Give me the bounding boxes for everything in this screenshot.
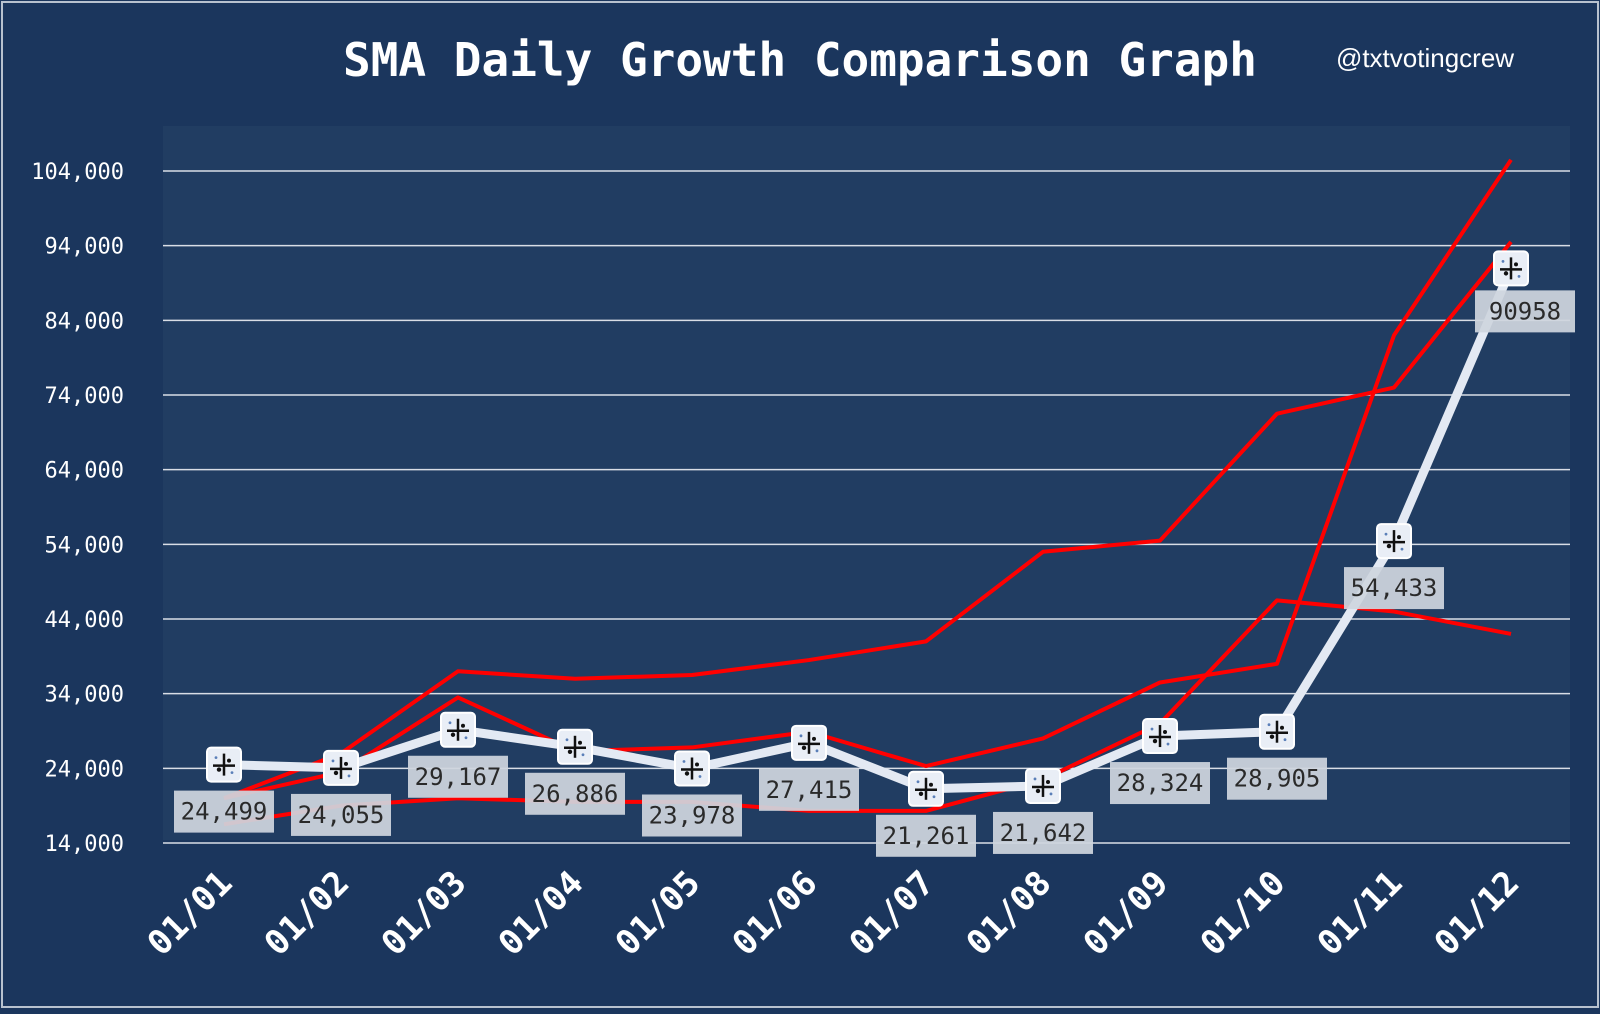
logo-marker-icon <box>323 749 359 786</box>
logo-marker-icon <box>674 750 710 787</box>
data-label-text: 21,261 <box>883 822 970 850</box>
data-label: 21,642 <box>993 811 1093 854</box>
highlight-series <box>206 250 1529 807</box>
y-tick-label: 64,000 <box>45 459 124 484</box>
highlight-line <box>223 266 1516 794</box>
logo-marker-icon <box>1376 523 1412 560</box>
logo-marker-icon <box>206 746 242 783</box>
data-label-text: 54,433 <box>1351 574 1438 602</box>
logo-marker-icon <box>791 724 827 761</box>
data-label: 28,324 <box>1110 762 1210 805</box>
data-label: 28,905 <box>1227 757 1327 800</box>
author-handle: @txtvotingcrew <box>1336 43 1514 73</box>
data-label: 26,886 <box>525 772 625 815</box>
data-label: 24,499 <box>174 790 274 833</box>
logo-marker-icon <box>1259 713 1295 750</box>
y-tick-label: 34,000 <box>45 683 124 708</box>
data-label-text: 24,499 <box>181 798 268 826</box>
y-tick-label: 84,000 <box>45 309 124 334</box>
y-tick-label: 14,000 <box>45 832 124 857</box>
comparison-line-1 <box>223 240 1513 801</box>
comparison-line-2 <box>223 158 1513 801</box>
data-label: 24,055 <box>291 793 391 836</box>
data-label: 54,433 <box>1344 567 1444 610</box>
y-tick-label: 54,000 <box>45 533 124 558</box>
y-axis-ticks: 14,000 24,000 34,000 44,000 54,000 64,000 74,0… <box>31 160 124 857</box>
logo-marker-icon <box>440 711 476 748</box>
logo-marker-icon <box>1025 767 1061 804</box>
data-label-text: 28,905 <box>1234 765 1321 793</box>
data-label-text: 27,415 <box>766 776 853 804</box>
data-label-text: 28,324 <box>1117 769 1204 797</box>
data-label-text: 26,886 <box>532 780 619 808</box>
logo-marker-icon <box>908 770 944 807</box>
logo-marker-icon <box>1493 250 1529 287</box>
data-label: 21,261 <box>876 814 976 857</box>
data-label-text: 90958 <box>1489 297 1561 325</box>
data-label-text: 29,167 <box>415 763 502 791</box>
logo-marker-icon <box>1142 718 1178 755</box>
data-label-text: 23,978 <box>649 801 736 829</box>
y-tick-label: 94,000 <box>45 235 124 260</box>
comparison-line-3 <box>223 598 1512 827</box>
data-label-text: 21,642 <box>1000 819 1087 847</box>
data-labels: 24,499 24,055 29,167 26,886 23,978 27,415 21,2… <box>174 290 1575 857</box>
chart-title: SMA Daily Growth Comparison Graph <box>343 33 1257 87</box>
y-tick-label: 24,000 <box>45 757 124 782</box>
y-tick-label: 104,000 <box>31 160 124 185</box>
y-tick-label: 44,000 <box>45 608 124 633</box>
y-tick-label: 74,000 <box>45 384 124 409</box>
plot-area <box>163 126 1570 840</box>
comparison-series <box>223 158 1513 827</box>
data-label: 27,415 <box>759 768 859 811</box>
data-label-text: 24,055 <box>298 801 385 829</box>
logo-marker-icon <box>557 728 593 765</box>
data-label: 90958 <box>1475 290 1575 333</box>
data-label: 29,167 <box>408 755 508 798</box>
gridlines <box>163 170 1570 844</box>
data-label: 23,978 <box>642 794 742 837</box>
